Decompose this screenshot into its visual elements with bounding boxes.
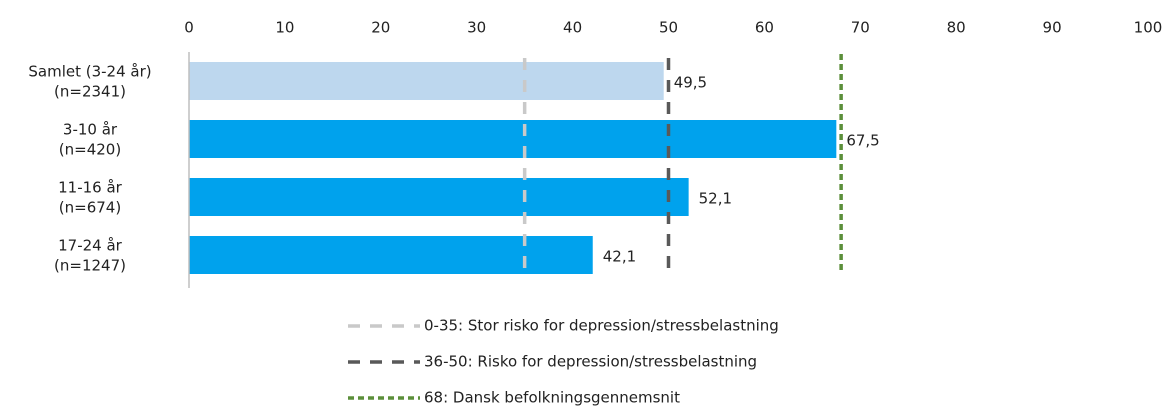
legend-label: 0-35: Stor risko for depression/stressbe… — [424, 317, 779, 335]
category-label: (n=674) — [59, 199, 121, 217]
category-label: Samlet (3-24 år) — [28, 63, 151, 81]
x-tick-label: 50 — [659, 19, 678, 37]
bar — [189, 120, 837, 158]
x-tick-label: 10 — [275, 19, 294, 37]
x-tick-label: 60 — [755, 19, 774, 37]
category-label: (n=420) — [59, 141, 121, 159]
bar — [189, 62, 664, 100]
value-label: 49,5 — [674, 74, 707, 92]
x-tick-label: 100 — [1134, 19, 1163, 37]
x-tick-label: 80 — [947, 19, 966, 37]
category-label: (n=1247) — [54, 257, 126, 275]
x-tick-label: 70 — [851, 19, 870, 37]
x-tick-label: 20 — [371, 19, 390, 37]
bar — [189, 178, 689, 216]
category-label: 17-24 år — [58, 237, 123, 255]
category-label: (n=2341) — [54, 83, 126, 101]
legend-label: 36-50: Risko for depression/stressbelast… — [424, 353, 757, 371]
legend-label: 68: Dansk befolkningsgennemsnit — [424, 389, 680, 407]
x-tick-label: 40 — [563, 19, 582, 37]
x-tick-label: 90 — [1043, 19, 1062, 37]
x-tick-label: 30 — [467, 19, 486, 37]
category-label: 3-10 år — [63, 121, 118, 139]
bar — [189, 236, 593, 274]
value-label: 52,1 — [699, 190, 732, 208]
value-label: 67,5 — [846, 132, 879, 150]
value-label: 42,1 — [603, 248, 636, 266]
category-label: 11-16 år — [58, 179, 123, 197]
x-tick-label: 0 — [184, 19, 194, 37]
